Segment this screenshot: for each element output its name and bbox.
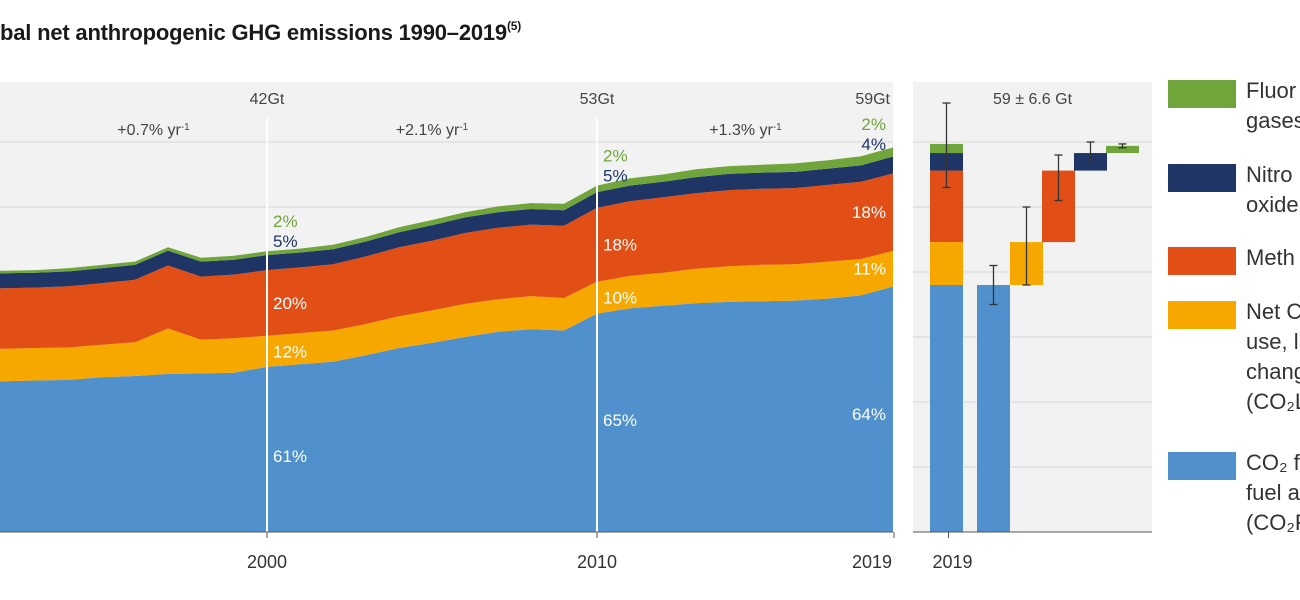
chart-title-note: (5) xyxy=(506,18,522,33)
pct-label-co2_ffi-2019: 64% xyxy=(852,405,886,424)
pct-label-fgas-2010: 2% xyxy=(603,147,628,166)
x-tick-label-2010: 2010 xyxy=(577,552,617,572)
emissions-chart: 42Gt2%5%20%12%61%53Gt2%5%18%10%65%59Gt2%… xyxy=(0,82,1152,572)
chart-title-text: bal net anthropogenic GHG emissions 1990… xyxy=(0,20,507,45)
legend-label-ch4: Meth xyxy=(1246,243,1295,273)
legend-label-line: oxide xyxy=(1246,192,1299,217)
x-tick-label-2000: 2000 xyxy=(247,552,287,572)
legend-label-line: (CO₂F xyxy=(1246,510,1300,535)
legend-label-fgas: Fluor gases xyxy=(1246,76,1300,136)
legend-label-n2o: Nitro oxide xyxy=(1246,160,1299,220)
pct-label-fgas-2019: 2% xyxy=(861,115,886,134)
bar-x-tick-label: 2019 xyxy=(932,552,972,572)
area-series-ch4 xyxy=(0,173,893,349)
area-series-co2_lulucf xyxy=(0,250,893,382)
stacked-bar-co2_ffi xyxy=(930,285,963,532)
stacked-bar-co2_lulucf xyxy=(930,242,963,285)
legend-label-co2_lulucf: Net C use, l chang (CO₂L xyxy=(1246,297,1300,417)
pct-label-ch4-2000: 20% xyxy=(273,294,307,313)
area-series-co2_ffi xyxy=(0,286,893,532)
legend-label-line: CO₂ fr xyxy=(1246,450,1300,475)
growth-rate-2000-2010: +2.1% yr-1 xyxy=(396,122,469,140)
legend-label-line: Net C xyxy=(1246,299,1300,324)
pct-label-co2_ffi-2000: 61% xyxy=(273,447,307,466)
pct-label-ch4-2019: 18% xyxy=(852,203,886,222)
pct-label-n2o-2019: 4% xyxy=(861,135,886,154)
pct-label-n2o-2010: 5% xyxy=(603,167,628,186)
legend-swatch-fgas xyxy=(1168,80,1236,108)
bar-total-label: 59 ± 6.6 Gt xyxy=(993,91,1073,108)
pct-label-co2_ffi-2010: 65% xyxy=(603,411,637,430)
legend-label-line: chang xyxy=(1246,359,1300,384)
total-label-2019: 59Gt xyxy=(855,91,890,108)
area-series-n2o xyxy=(0,156,893,289)
legend-swatch-n2o xyxy=(1168,164,1236,192)
legend-swatch-ch4 xyxy=(1168,247,1236,275)
total-label-2010: 53Gt xyxy=(580,91,615,108)
pct-label-co2_lulucf-2019: 11% xyxy=(853,259,886,278)
legend-label-line: gases xyxy=(1246,108,1300,133)
pct-label-fgas-2000: 2% xyxy=(273,212,298,231)
legend-label-line: Nitro xyxy=(1246,162,1293,187)
legend: Fluor gases Nitro oxide Meth Net C use, l chang… xyxy=(1168,0,1300,600)
growth-rate-2010-2019: +1.3% yr-1 xyxy=(709,122,782,140)
pct-label-co2_lulucf-2000: 12% xyxy=(273,342,307,361)
total-label-2000: 42Gt xyxy=(250,91,285,108)
pct-label-ch4-2010: 18% xyxy=(603,236,637,255)
legend-swatch-co2_lulucf xyxy=(1168,301,1236,329)
area-series-fgas xyxy=(0,147,893,274)
legend-label-line: Meth xyxy=(1246,245,1295,270)
waterfall-bar-co2_ffi xyxy=(977,285,1010,532)
growth-rate-1990-2000: +0.7% yr-1 xyxy=(117,122,190,140)
chart-title: bal net anthropogenic GHG emissions 1990… xyxy=(0,18,522,46)
pct-label-co2_lulucf-2010: 10% xyxy=(603,289,637,308)
legend-swatch-co2_ffi xyxy=(1168,452,1236,480)
waterfall-bar-fgas xyxy=(1106,145,1139,154)
legend-label-line: fuel a xyxy=(1246,480,1300,505)
legend-label-line: use, l xyxy=(1246,329,1299,354)
legend-label-line: (CO₂L xyxy=(1246,389,1300,414)
pct-label-n2o-2000: 5% xyxy=(273,232,298,251)
legend-label-line: Fluor xyxy=(1246,78,1297,103)
legend-label-co2_ffi: CO₂ fr fuel a (CO₂F xyxy=(1246,448,1300,538)
x-tick-label-2019: 2019 xyxy=(852,552,892,572)
